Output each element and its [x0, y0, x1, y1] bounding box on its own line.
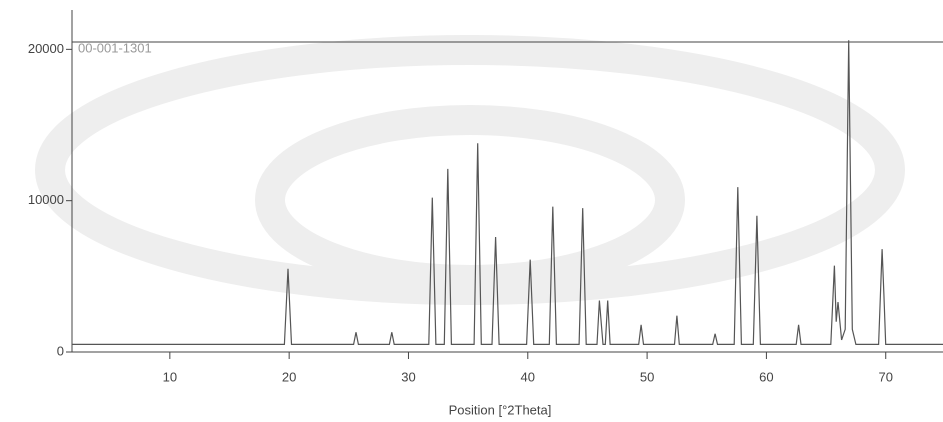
watermark — [35, 35, 905, 305]
x-tick-label: 10 — [163, 369, 177, 384]
x-tick-label: 50 — [640, 369, 654, 384]
watermark-shape — [35, 35, 905, 305]
watermark-shape — [255, 105, 685, 295]
x-tick-label: 20 — [282, 369, 296, 384]
x-tick-label: 60 — [759, 369, 773, 384]
y-tick-label: 0 — [57, 343, 64, 358]
x-tick-label: 40 — [521, 369, 535, 384]
y-tick-label: 10000 — [28, 192, 64, 207]
y-tick-label: 20000 — [28, 41, 64, 56]
x-tick-label: 30 — [401, 369, 415, 384]
pattern-line — [72, 40, 943, 345]
x-axis-label: Position [°2Theta] — [449, 402, 552, 417]
reference-label: 00-001-1301 — [78, 40, 152, 55]
x-tick-label: 70 — [878, 369, 892, 384]
